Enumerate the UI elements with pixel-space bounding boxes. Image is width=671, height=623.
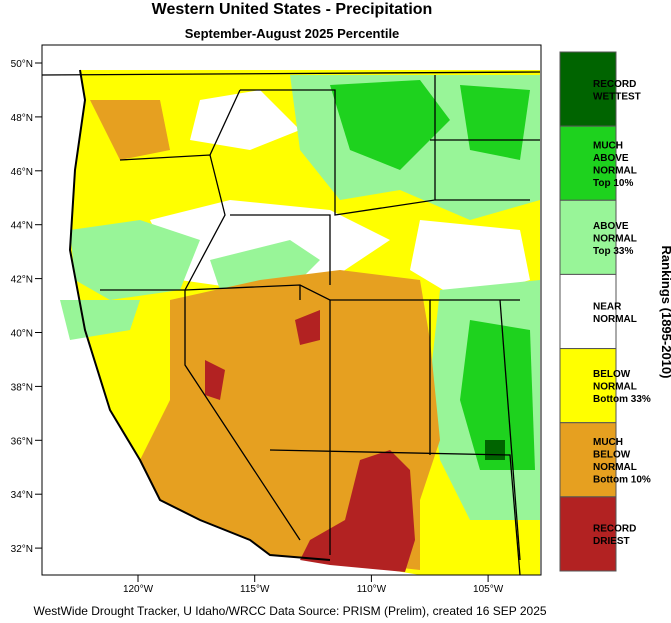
legend-label: RECORD: [593, 79, 636, 90]
subtitle: September-August 2025 Percentile: [185, 26, 400, 41]
lon-labels: 120°W 115°W 110°W 105°W: [123, 575, 504, 595]
title: Western United States - Precipitation: [152, 1, 433, 18]
lat-label: 44°N: [11, 221, 33, 232]
lat-label: 48°N: [11, 113, 33, 124]
legend-label: Bottom 33%: [593, 394, 651, 405]
legend-label: NORMAL: [593, 382, 637, 393]
legend-label: DRIEST: [593, 536, 630, 547]
lon-label: 105°W: [473, 584, 504, 595]
legend-label: Top 10%: [593, 178, 633, 189]
legend-swatch: [559, 199, 617, 275]
legend-label: ABOVE: [593, 153, 629, 164]
legend-label: Top 33%: [593, 246, 633, 257]
legend-label: MUCH: [593, 140, 623, 151]
legend-swatch: [559, 51, 617, 127]
lon-label: 110°W: [357, 584, 387, 595]
legend-title: Rankings (1895-2010): [659, 246, 671, 379]
legend-label: RECORD: [593, 524, 636, 535]
legend-label: NEAR: [593, 301, 622, 312]
map-frame: [41, 44, 542, 576]
lat-labels: 50°N 48°N 46°N 44°N 42°N 40°N 38°N 36°N 34°N 32°N: [11, 59, 42, 555]
legend-label: Bottom 10%: [593, 475, 651, 486]
legend-label: NORMAL: [593, 314, 637, 325]
lat-label: 40°N: [11, 329, 33, 340]
legend-label: ABOVE: [593, 221, 629, 232]
footer: WestWide Drought Tracker, U Idaho/WRCC D…: [33, 604, 546, 618]
legend-swatch: [559, 273, 617, 350]
legend-swatch: [559, 422, 617, 498]
lat-label: 32°N: [11, 544, 33, 555]
legend-label: BELOW: [593, 450, 631, 461]
map-area: [42, 45, 541, 575]
legend-label: WETTEST: [593, 91, 641, 102]
legend-swatch: [559, 496, 617, 572]
lat-label: 50°N: [11, 59, 33, 70]
lat-label: 34°N: [11, 490, 33, 501]
lat-label: 38°N: [11, 382, 33, 393]
lat-label: 36°N: [11, 436, 33, 447]
legend-swatch: [559, 125, 617, 201]
legend-label: NORMAL: [593, 462, 637, 473]
legend-label: MUCH: [593, 437, 623, 448]
legend-label: NORMAL: [593, 233, 637, 244]
legend-swatch: [559, 348, 617, 424]
lon-label: 120°W: [123, 584, 154, 595]
legend-label: NORMAL: [593, 165, 637, 176]
legend-label: BELOW: [593, 369, 631, 380]
lon-label: 115°W: [240, 584, 270, 595]
lat-label: 42°N: [11, 275, 33, 286]
lat-label: 46°N: [11, 167, 33, 178]
